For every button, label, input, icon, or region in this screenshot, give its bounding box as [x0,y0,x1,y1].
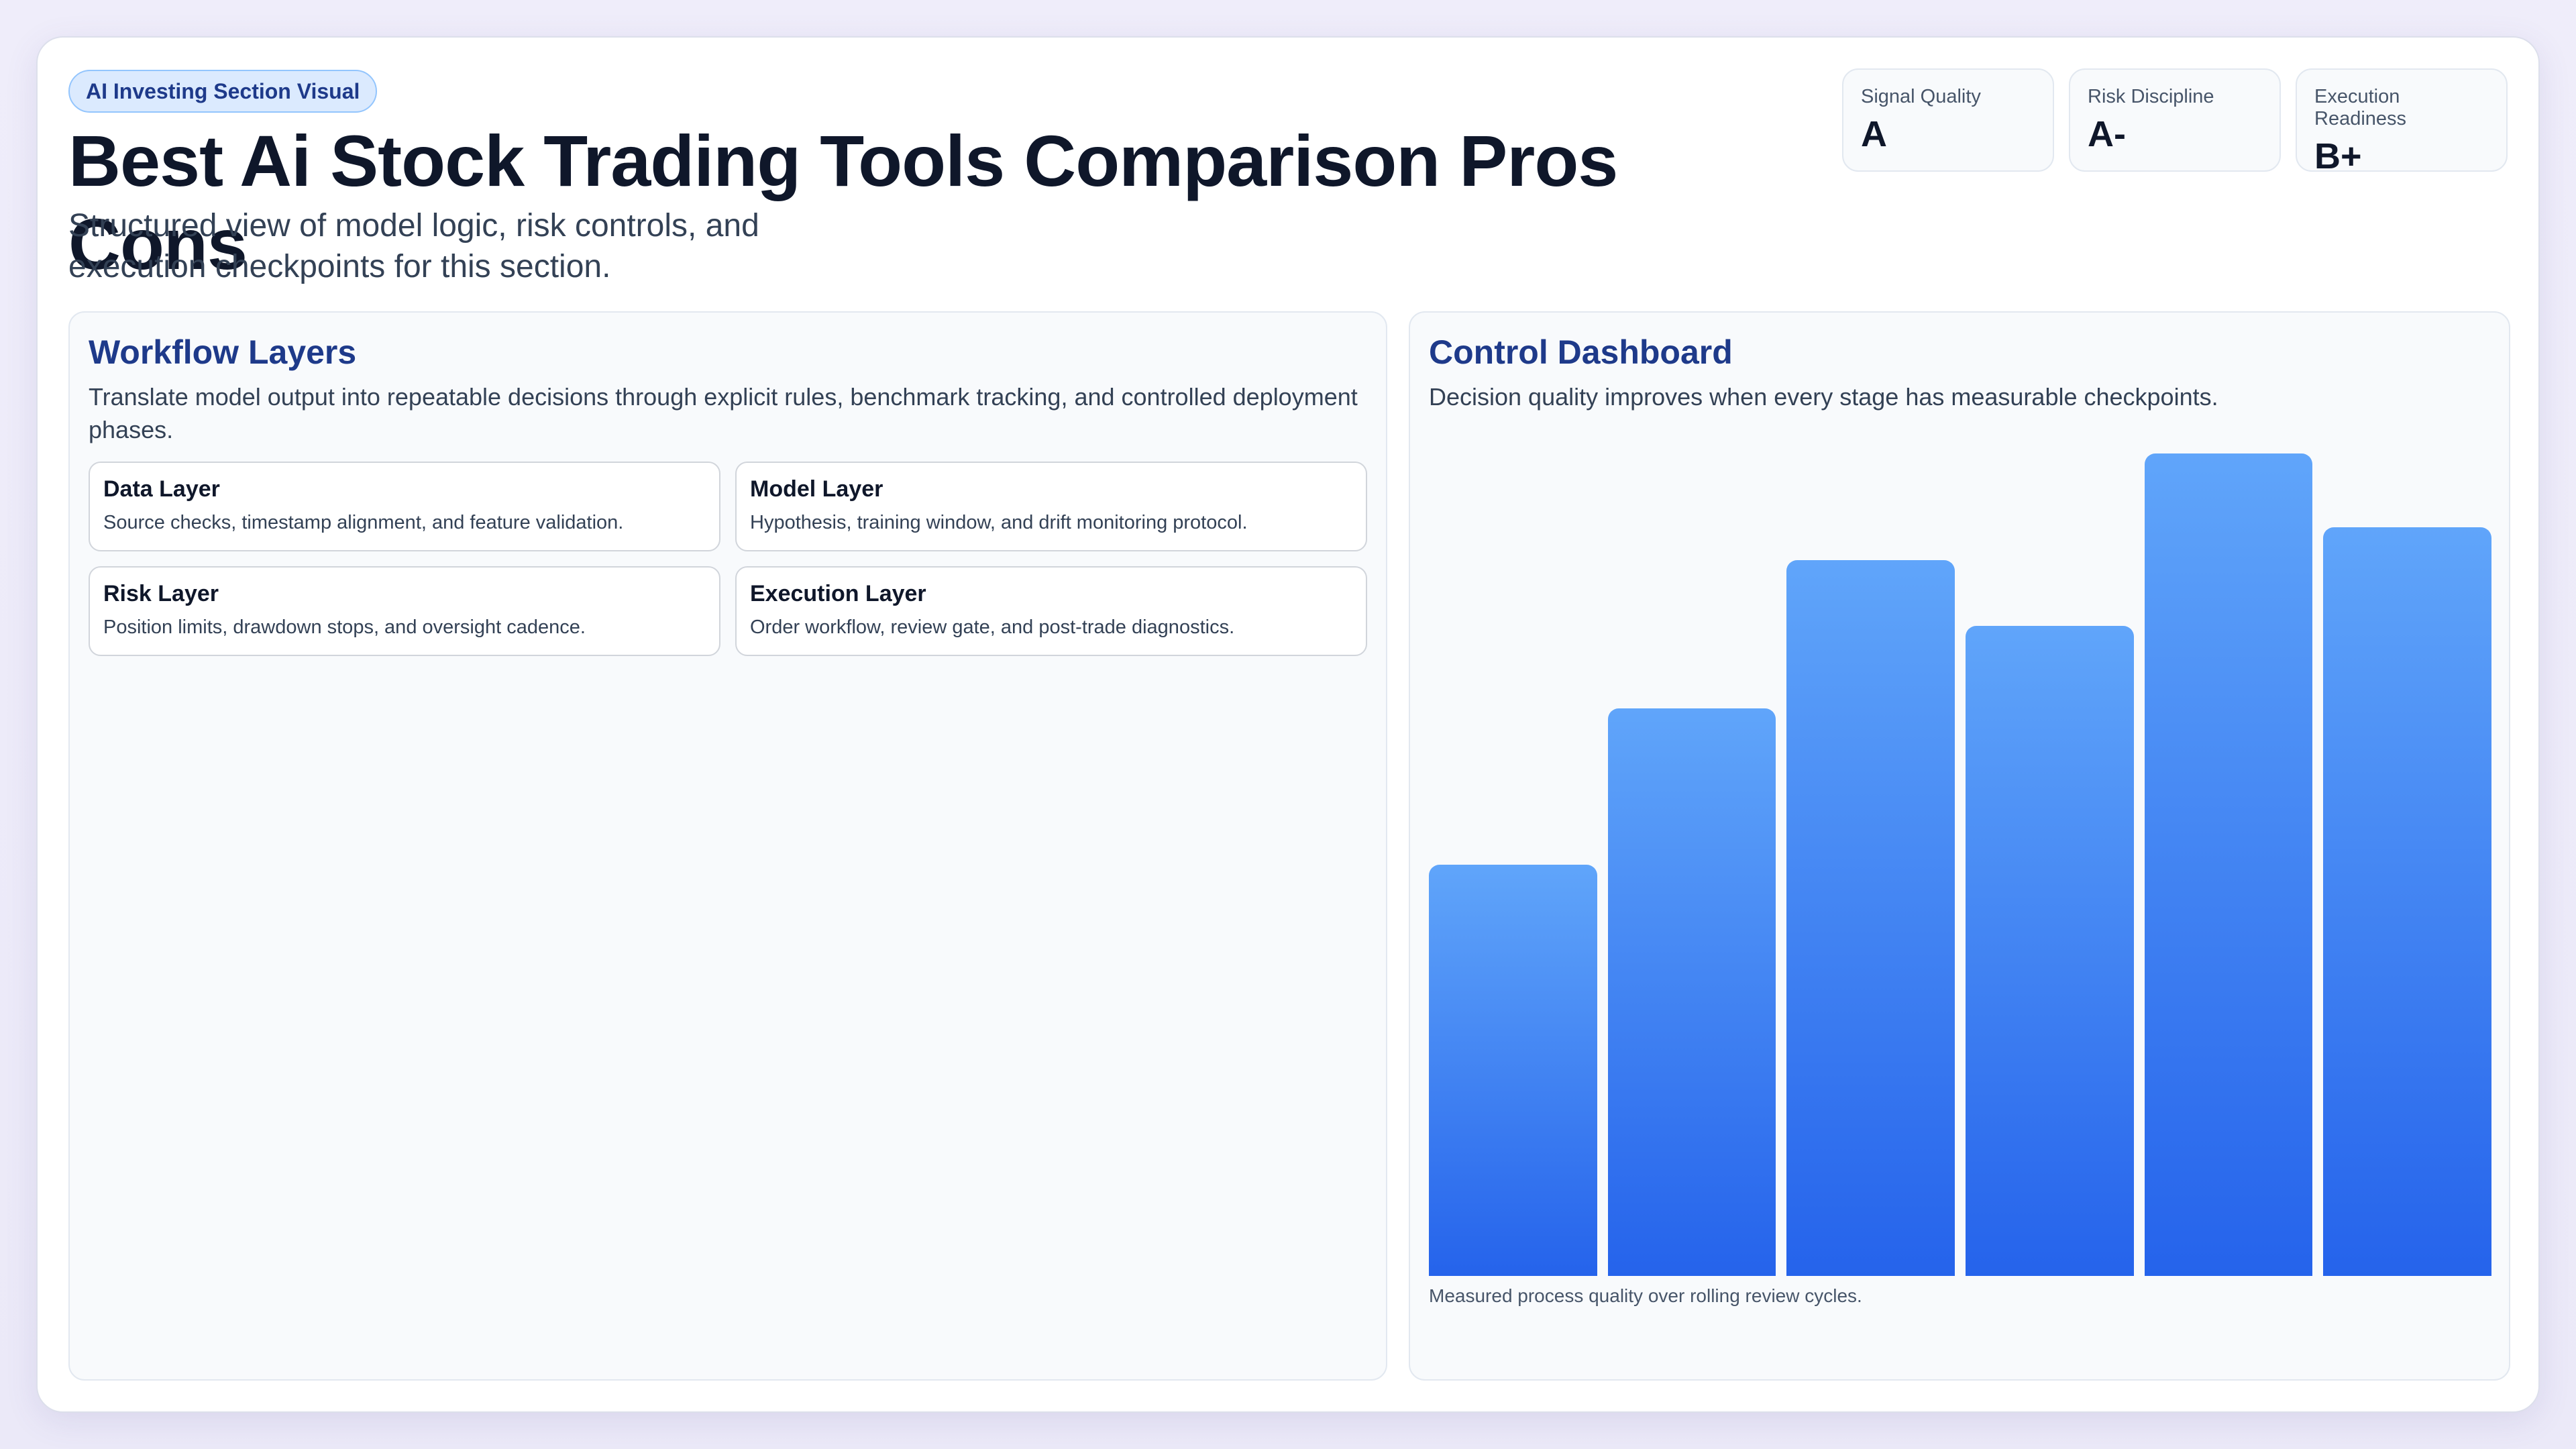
layer-description: Source checks, timestamp alignment, and … [103,512,624,533]
page-subtitle: Structured view of model logic, risk con… [68,208,759,285]
metric-card-risk-discipline: Risk Discipline A- [2069,68,2281,172]
metric-card-execution-readiness: Execution Readiness B+ [2296,68,2508,176]
page-title: Best Ai Stock Trading Tools Comparison P… [68,120,1618,285]
metric-cards: Signal Quality A Risk Discipline A- Exec… [1842,68,2508,176]
chart-bar [2144,453,2313,1276]
workflow-panel-description: Translate model output into repeatable d… [89,383,1358,443]
layer-title: Execution Layer [750,581,926,606]
chart-bar [1786,560,1955,1276]
layer-description: Order workflow, review gate, and post-tr… [750,616,1235,638]
metric-value: B+ [2314,136,2362,176]
metric-value: A- [2088,114,2126,154]
metric-value: A [1861,114,1887,154]
control-dashboard-panel: Control Dashboard Decision quality impro… [1409,311,2510,1381]
dashboard-panel-title: Control Dashboard [1429,333,1733,371]
layer-card-data: Data Layer Source checks, timestamp alig… [89,462,720,551]
layer-card-model: Model Layer Hypothesis, training window,… [735,462,1367,551]
layer-title: Risk Layer [103,581,219,606]
chart-bar [1966,626,2134,1276]
metric-label: Risk Discipline [2088,86,2214,107]
workflow-layers-panel: Workflow Layers Translate model output i… [68,311,1387,1381]
layer-grid: Data Layer Source checks, timestamp alig… [89,462,1367,656]
chart-bar [1429,865,1597,1276]
layer-title: Model Layer [750,476,883,502]
chart-bar [1607,708,1776,1276]
layer-card-execution: Execution Layer Order workflow, review g… [735,566,1367,656]
chart-caption: Measured process quality over rolling re… [1429,1285,1862,1306]
layer-description: Position limits, drawdown stops, and ove… [103,616,586,638]
chart-bar [2323,527,2491,1276]
metric-label: Execution Readiness [2314,86,2407,129]
main-card: AI Investing Section Visual Best Ai Stoc… [36,36,2540,1413]
bar-chart [1429,453,2491,1276]
layer-description: Hypothesis, training window, and drift m… [750,512,1248,533]
metric-label: Signal Quality [1861,86,1981,107]
layer-title: Data Layer [103,476,220,502]
workflow-panel-title: Workflow Layers [89,333,357,371]
dashboard-panel-description: Decision quality improves when every sta… [1429,383,2218,411]
metric-card-signal-quality: Signal Quality A [1842,68,2054,172]
section-badge: AI Investing Section Visual [68,70,378,113]
layer-card-risk: Risk Layer Position limits, drawdown sto… [89,566,720,656]
